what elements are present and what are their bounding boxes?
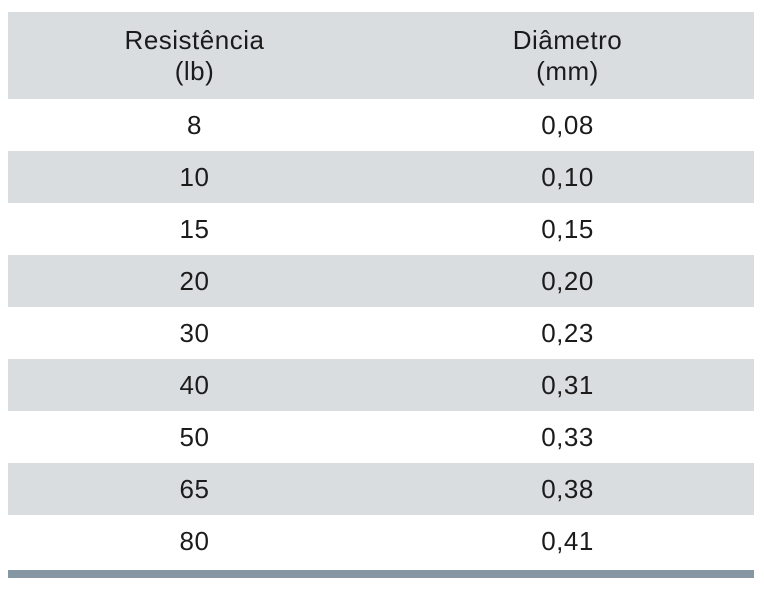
table-cell: 65 xyxy=(179,473,210,504)
table-cell: 0,20 xyxy=(541,265,594,296)
table-row: 15 0,15 xyxy=(8,203,754,255)
table-cell: 10 xyxy=(179,161,210,192)
table-cell: 0,33 xyxy=(541,421,594,452)
table-cell: 0,23 xyxy=(541,317,594,348)
table-row: 30 0,23 xyxy=(8,307,754,359)
column-title-resistencia: Resistência xyxy=(124,24,265,55)
table-cell: 15 xyxy=(179,213,210,244)
table-row: 20 0,20 xyxy=(8,255,754,307)
table-row: 50 0,33 xyxy=(8,411,754,463)
column-unit-lb: (lb) xyxy=(174,55,215,86)
table-body: 8 0,08 10 0,10 15 0,15 20 0,20 30 0,23 40 0,31 50 0,3… xyxy=(8,99,754,567)
column-title-diametro: Diâmetro xyxy=(512,24,623,55)
table-cell: 40 xyxy=(179,369,210,400)
table-cell: 8 xyxy=(187,109,202,140)
column-unit-mm: (mm) xyxy=(536,55,599,86)
column-header-resistencia: Resistência (lb) xyxy=(8,12,381,99)
table-cell: 50 xyxy=(179,421,210,452)
table-cell: 80 xyxy=(179,525,210,556)
table-row: 10 0,10 xyxy=(8,151,754,203)
table-bottom-border xyxy=(8,570,754,578)
table-row: 40 0,31 xyxy=(8,359,754,411)
table-cell: 30 xyxy=(179,317,210,348)
table-cell: 0,31 xyxy=(541,369,594,400)
table-cell: 0,41 xyxy=(541,525,594,556)
table-cell: 0,38 xyxy=(541,473,594,504)
table-cell: 0,08 xyxy=(541,109,594,140)
table-cell: 0,15 xyxy=(541,213,594,244)
resistance-diameter-table: Resistência (lb) Diâmetro (mm) 8 0,08 10 0,… xyxy=(8,12,754,578)
table-cell: 20 xyxy=(179,265,210,296)
column-header-diametro: Diâmetro (mm) xyxy=(381,12,754,99)
table-row: 80 0,41 xyxy=(8,515,754,567)
table-row: 8 0,08 xyxy=(8,99,754,151)
table-header-row: Resistência (lb) Diâmetro (mm) xyxy=(8,12,754,99)
table-row: 65 0,38 xyxy=(8,463,754,515)
table-cell: 0,10 xyxy=(541,161,594,192)
